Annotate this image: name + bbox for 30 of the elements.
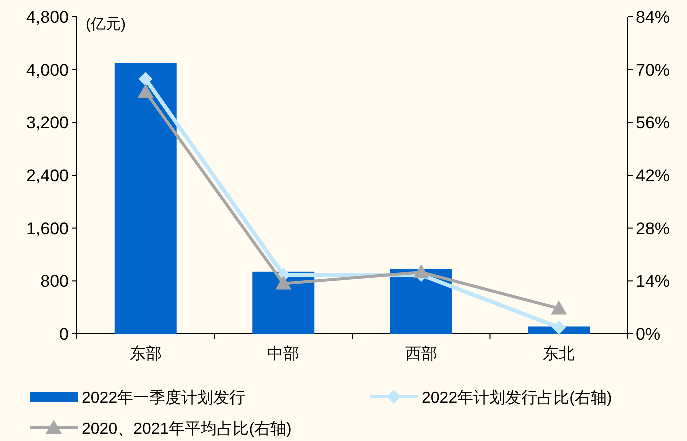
y2-tick-label: 14% xyxy=(636,272,670,292)
y-tick-label: 800 xyxy=(40,272,69,292)
y-tick-label: 4,000 xyxy=(26,60,69,80)
y-tick-label: 3,200 xyxy=(26,114,69,133)
y-tick-label: 1,600 xyxy=(26,219,69,238)
y2-tick-label: 28% xyxy=(636,219,670,238)
point xyxy=(138,84,154,98)
bar xyxy=(252,272,315,334)
legend-label: 2022年一季度计划发行 xyxy=(82,389,246,407)
y2-tick-label: 0% xyxy=(636,325,661,344)
x-tick-label: 东北 xyxy=(543,345,576,363)
point xyxy=(552,320,566,335)
y2-tick-label: 42% xyxy=(636,166,670,186)
bar xyxy=(114,63,177,334)
legend-label: 2020、2021年平均占比(右轴) xyxy=(82,420,292,438)
y-tick-label: 0 xyxy=(60,325,69,344)
point xyxy=(138,72,153,86)
legend-label: 2022年计划发行占比(右轴) xyxy=(422,389,612,407)
y-axis-title: (亿元) xyxy=(86,16,126,33)
point xyxy=(551,300,568,315)
x-tick-label: 西部 xyxy=(405,345,438,363)
y-tick-label: 4,800 xyxy=(26,8,69,27)
x-tick-label: 中部 xyxy=(268,345,300,363)
y2-tick-label: 56% xyxy=(636,114,670,133)
point xyxy=(276,276,292,290)
y2-tick-label: 84% xyxy=(636,8,670,27)
y-tick-label: 2,400 xyxy=(26,166,69,186)
point xyxy=(413,264,430,278)
x-tick-label: 东部 xyxy=(130,345,162,363)
y2-tick-label: 70% xyxy=(636,60,670,80)
